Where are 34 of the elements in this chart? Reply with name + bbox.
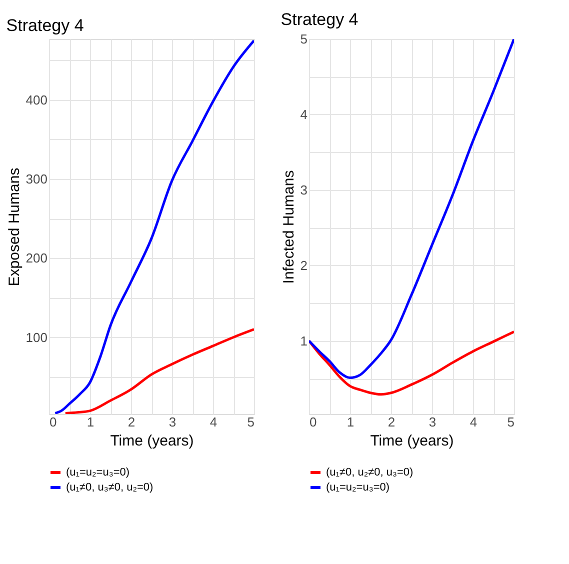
x-tick-label: 2 <box>128 414 136 430</box>
x-tick-label: 1 <box>86 414 94 430</box>
y-axis-title: Infected Humans <box>280 170 298 284</box>
x-tick-label: 3 <box>428 414 436 430</box>
line-series <box>309 330 514 396</box>
x-tick-label: 5 <box>247 414 254 430</box>
x-axis-title: Time (years) <box>110 432 194 450</box>
y-tick-label: 100 <box>26 330 48 345</box>
x-tick-label: 4 <box>470 414 478 430</box>
chart-title: Strategy 4 <box>280 10 358 29</box>
x-tick-label: 5 <box>507 414 514 430</box>
x-axis-title: Time (years) <box>370 432 454 450</box>
x-tick-label: 0 <box>50 414 57 430</box>
legend-label: (u₁≠0, u₂≠0, u₃=0) <box>326 466 414 478</box>
x-tick-label: 1 <box>346 414 354 430</box>
y-tick-label: 3 <box>300 182 308 198</box>
y-tick-label: 200 <box>26 250 48 266</box>
line-series <box>64 328 254 414</box>
x-tick-label: 0 <box>310 414 317 430</box>
y-tick-label: 300 <box>26 172 48 187</box>
y-tick-label: 1 <box>300 333 308 348</box>
y-tick-label: 2 <box>300 258 308 273</box>
legend-label: (u₁≠0, u₃≠0, u₂=0) <box>66 482 154 494</box>
x-tick-label: 4 <box>210 414 218 430</box>
chart-title: Strategy 4 <box>6 16 84 35</box>
line-series <box>54 39 254 414</box>
y-tick-label: 5 <box>300 32 308 46</box>
legend-label: (u₁=u₂=u₃=0) <box>326 482 390 494</box>
x-tick-label: 3 <box>168 414 176 430</box>
y-tick-label: 400 <box>26 92 48 108</box>
y-tick-label: 4 <box>300 106 308 122</box>
x-tick-label: 2 <box>388 414 396 430</box>
y-axis-title: Exposed Humans <box>6 168 23 286</box>
legend-label: (u₁=u₂=u₃=0) <box>66 466 130 478</box>
